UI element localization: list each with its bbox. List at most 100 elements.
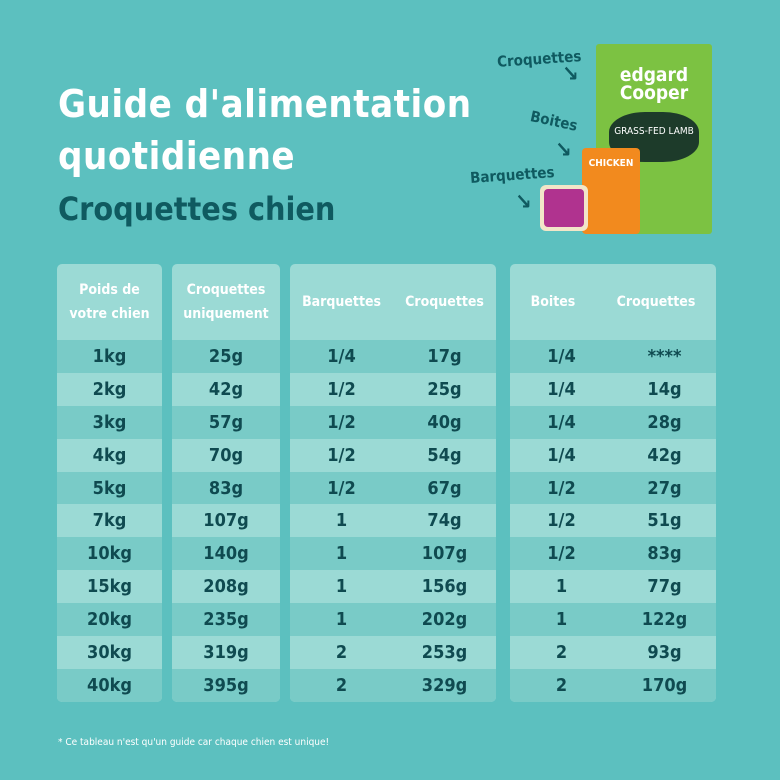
table-cell: 2: [335, 641, 348, 663]
table-row: 4kg: [57, 439, 162, 472]
table-row: 2kg: [57, 373, 162, 406]
table-cell: 107g: [421, 543, 468, 565]
table-cans: Boites Croquettes 1/4 **** 1/4 14g 1/4 28g 1/4 4…: [510, 264, 716, 702]
table-cell: 67g: [427, 477, 462, 499]
label-barquettes: Barquettes: [469, 163, 556, 187]
table-cell: 202g: [421, 609, 468, 631]
header-text: Barquettes: [302, 294, 382, 310]
label-boites: Boites: [528, 107, 580, 135]
table-cell: 40kg: [87, 674, 132, 696]
table-cell: 1/4: [547, 444, 576, 466]
table-row: 5kg: [57, 471, 162, 505]
table-row: 2 170g: [510, 668, 716, 702]
table-row: 1 202g: [290, 603, 496, 637]
table-cell: 5kg: [92, 477, 127, 499]
table-cell: 25g: [208, 345, 244, 367]
arrow-icon: ↘: [562, 62, 579, 87]
table-cell: 235g: [203, 609, 249, 631]
table-cell: 74g: [427, 510, 462, 532]
table-row: 208g: [172, 570, 280, 603]
table-cell: 1/2: [547, 477, 576, 499]
table-cell: 1/2: [327, 411, 356, 433]
table-cell: 93g: [647, 641, 682, 663]
table-cell: ****: [647, 345, 682, 367]
table-row: 1/2 54g: [290, 439, 496, 472]
header-text: Croquettes: [616, 294, 696, 310]
table-cell: 107g: [203, 510, 249, 532]
header-weight: Poids de votre chien: [57, 264, 162, 340]
table-cell: 40g: [427, 411, 462, 433]
table-row: 2 253g: [290, 636, 496, 669]
table-row: 2 93g: [510, 636, 716, 669]
table-cell: 1: [335, 576, 348, 598]
table-row: 1/2 25g: [290, 373, 496, 406]
table-cell: 395g: [203, 674, 249, 696]
table-cell: 1/2: [547, 510, 576, 532]
header-trays: Barquettes Croquettes: [290, 264, 496, 340]
table-cell: 1/2: [327, 444, 356, 466]
footnote: * Ce tableau n'est qu'un guide car chaqu…: [58, 737, 330, 748]
table-cell: 1/2: [547, 543, 576, 565]
header-kibble-only: Croquettes uniquement: [172, 264, 280, 340]
table-row: 2 329g: [290, 668, 496, 702]
table-row: 30kg: [57, 636, 162, 669]
page-subtitle: Croquettes chien: [58, 190, 336, 228]
table-cell: 57g: [208, 411, 244, 433]
table-row: 1/4 ****: [510, 340, 716, 373]
arrow-icon: ↘: [515, 190, 532, 215]
can-label: CHICKEN: [588, 158, 634, 169]
table-cell: 2kg: [92, 378, 127, 400]
table-cell: 1/4: [547, 378, 576, 400]
header-text: uniquement: [183, 306, 269, 322]
table-row: 1 74g: [290, 504, 496, 537]
table-row: 70g: [172, 439, 280, 472]
table-row: 83g: [172, 471, 280, 505]
header-text: votre chien: [69, 306, 150, 322]
table-cell: 170g: [641, 674, 688, 696]
table-cell: 54g: [427, 444, 462, 466]
table-cell: 14g: [647, 378, 682, 400]
table-cell: 70g: [208, 444, 244, 466]
table-weight: Poids de votre chien 1kg 2kg 3kg 4kg 5kg 7kg 10…: [57, 264, 162, 702]
table-row: 15kg: [57, 570, 162, 603]
table-row: 1/4 17g: [290, 340, 496, 373]
table-row: 1/4 14g: [510, 373, 716, 406]
table-row: 395g: [172, 668, 280, 702]
title-line-2: quotidienne: [58, 134, 296, 178]
table-cell: 28g: [647, 411, 682, 433]
table-cell: 208g: [203, 576, 249, 598]
table-cell: 1: [555, 609, 568, 631]
table-row: 7kg: [57, 504, 162, 537]
table-cell: 2: [555, 674, 568, 696]
table-row: 235g: [172, 603, 280, 637]
table-row: 40kg: [57, 668, 162, 702]
table-row: 10kg: [57, 537, 162, 571]
table-kibble-only: Croquettes uniquement 25g 42g 57g 70g 83g 107g…: [172, 264, 280, 702]
table-cell: 25g: [427, 378, 462, 400]
table-cell: 30kg: [87, 641, 132, 663]
table-cell: 51g: [647, 510, 682, 532]
table-row: 1kg: [57, 340, 162, 373]
table-cell: 329g: [421, 674, 468, 696]
arrow-icon: ↘: [555, 138, 572, 163]
table-cell: 2: [555, 641, 568, 663]
table-cell: 1: [335, 543, 348, 565]
table-row: 42g: [172, 373, 280, 406]
table-cell: 7kg: [92, 510, 127, 532]
table-cell: 1: [335, 510, 348, 532]
table-row: 140g: [172, 537, 280, 571]
table-row: 1/2 83g: [510, 537, 716, 571]
header-text: Poids de: [79, 282, 140, 298]
table-cell: 20kg: [87, 609, 132, 631]
table-row: 1/2 40g: [290, 405, 496, 439]
table-row: 319g: [172, 636, 280, 669]
table-cell: 42g: [647, 444, 682, 466]
table-cell: 1/4: [547, 345, 576, 367]
table-cell: 83g: [208, 477, 244, 499]
table-cell: 15kg: [87, 576, 132, 598]
table-cell: 1: [555, 576, 568, 598]
table-cell: 1: [335, 609, 348, 631]
page-title: Guide d'alimentation quotidienne: [58, 78, 472, 182]
table-cell: 1/4: [327, 345, 356, 367]
table-row: 1 156g: [290, 570, 496, 603]
